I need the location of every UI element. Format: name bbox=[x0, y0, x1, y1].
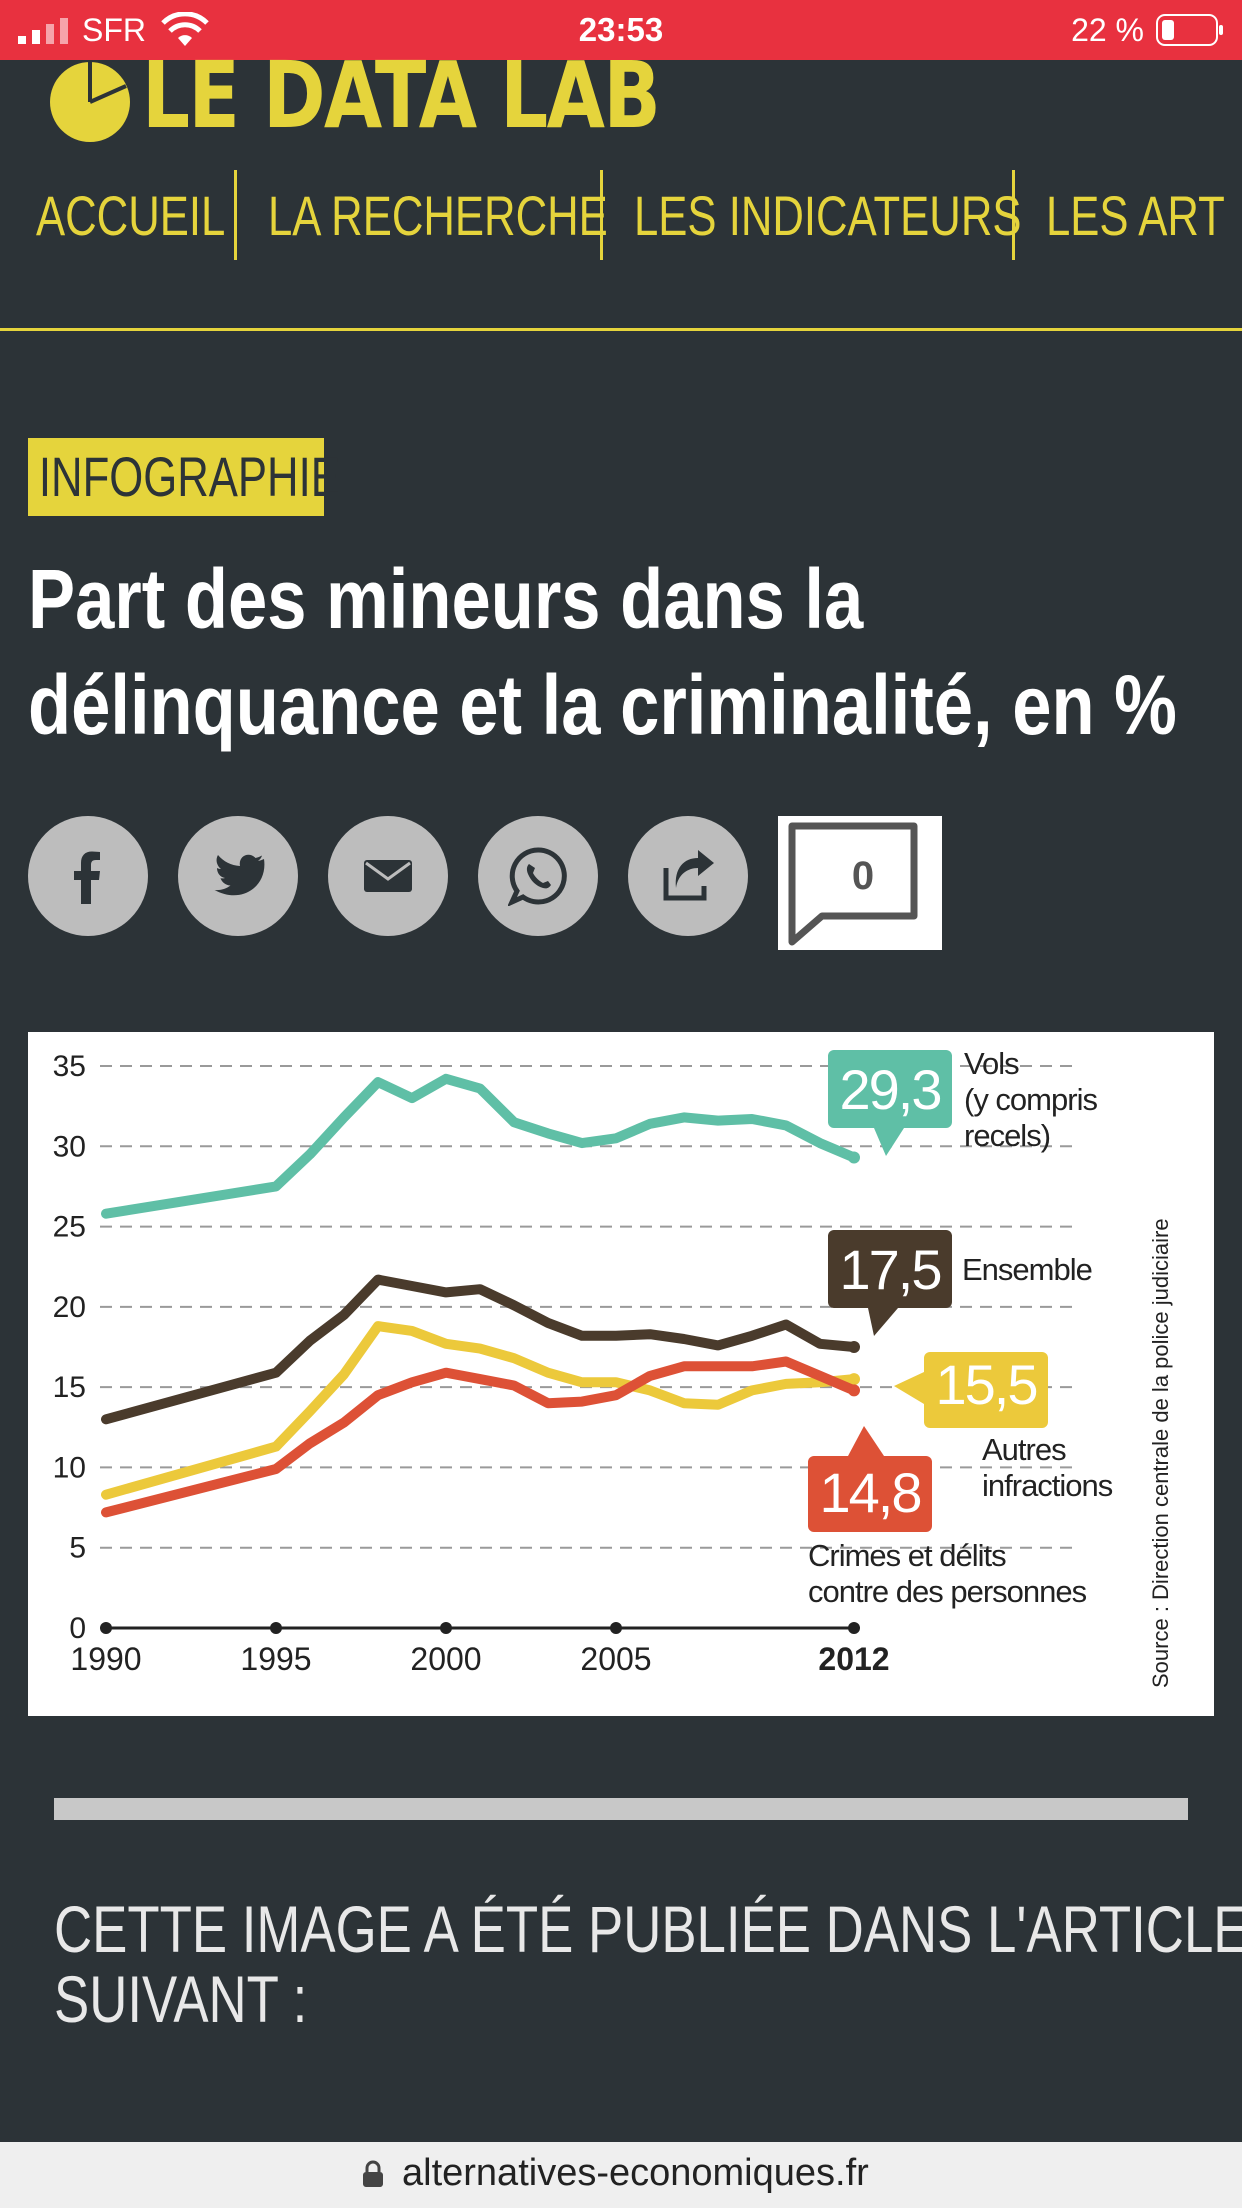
nav-les-indicateurs[interactable]: LES INDICATEURS bbox=[634, 184, 1022, 247]
value-callout-box bbox=[924, 1352, 1048, 1428]
value-callout-label: 15,5 bbox=[936, 1353, 1037, 1416]
infographic-chart: 0 5 10 15 20 25 30 35 1990 1995 2000 2005 2012 29,3 Vo… bbox=[28, 1032, 1214, 1716]
section-divider bbox=[54, 1798, 1188, 1820]
x-tick-label: 2000 bbox=[410, 1641, 481, 1677]
line-chart: 0 5 10 15 20 25 30 35 1990 1995 2000 2005 2012 29,3 Vo… bbox=[53, 1046, 1173, 1688]
series-name-label: Ensemble bbox=[962, 1252, 1092, 1287]
value-callout-label: 17,5 bbox=[840, 1238, 941, 1301]
share-icon bbox=[663, 850, 714, 901]
published-line-1: CETTE IMAGE A ÉTÉ PUBLIÉE DANS L'ARTICLE bbox=[54, 1892, 1242, 1966]
value-callout-box bbox=[808, 1456, 932, 1532]
series-line bbox=[101, 1073, 859, 1219]
nav-la-recherche[interactable]: LA RECHERCHE bbox=[268, 184, 608, 247]
y-tick-label: 5 bbox=[69, 1532, 86, 1565]
series-line bbox=[101, 1356, 859, 1518]
page-title: Part des mineurs dans la délinquance et … bbox=[28, 546, 1208, 758]
value-callout-box bbox=[828, 1050, 952, 1128]
pie-chart-logo-icon[interactable] bbox=[48, 60, 132, 144]
clock: 23:53 bbox=[578, 11, 664, 48]
browser-address-bar[interactable]: alternatives-economiques.fr bbox=[0, 2142, 1242, 2208]
series-line bbox=[101, 1274, 859, 1425]
x-tick-label: 1995 bbox=[240, 1641, 311, 1677]
y-tick-label: 10 bbox=[53, 1451, 86, 1484]
address-url: alternatives-economiques.fr bbox=[402, 2152, 869, 2194]
share-twitter-button[interactable] bbox=[178, 816, 298, 936]
share-whatsapp-button[interactable] bbox=[478, 816, 598, 936]
x-tick-dot bbox=[848, 1622, 860, 1634]
status-bar: SFR 23:53 22 % bbox=[0, 0, 1242, 60]
value-callout-pointer bbox=[894, 1372, 924, 1404]
series-name-label: Vols bbox=[964, 1046, 1019, 1081]
y-tick-label: 30 bbox=[53, 1130, 86, 1163]
series-name-label: contre des personnes bbox=[808, 1574, 1087, 1609]
x-tick-label: 2012 bbox=[818, 1641, 889, 1677]
signal-icon bbox=[18, 18, 68, 44]
title-line-2: délinquance et la criminalité, en % bbox=[28, 658, 1177, 752]
nav-divider bbox=[600, 170, 603, 260]
value-callout-pointer bbox=[874, 1128, 904, 1156]
x-tick-dot bbox=[610, 1622, 622, 1634]
series-endpoint bbox=[848, 1373, 860, 1386]
series-endpoint bbox=[848, 1384, 860, 1397]
category-badge[interactable]: INFOGRAPHIE bbox=[28, 438, 340, 516]
series-line bbox=[101, 1321, 859, 1500]
x-tick-dot bbox=[440, 1622, 452, 1634]
value-callout-label: 29,3 bbox=[840, 1058, 941, 1121]
y-tick-label: 20 bbox=[53, 1291, 86, 1324]
carrier-name: SFR bbox=[82, 12, 146, 48]
site-header: LE DATA LAB ACCUEIL LA RECHERCHE LES IND… bbox=[0, 42, 1242, 331]
share-email-button[interactable] bbox=[328, 816, 448, 936]
value-callout-pointer bbox=[868, 1308, 898, 1336]
series-name-label: (y compris bbox=[964, 1082, 1097, 1117]
series-name-label: Crimes et délits bbox=[808, 1538, 1006, 1573]
category-badge-label: INFOGRAPHIE bbox=[38, 445, 340, 508]
twitter-icon bbox=[214, 854, 265, 896]
facebook-icon bbox=[74, 851, 100, 904]
nav-les-articles[interactable]: LES ART bbox=[1046, 184, 1225, 247]
comment-count: 0 bbox=[851, 854, 875, 898]
y-tick-label: 25 bbox=[53, 1211, 86, 1244]
battery-percent: 22 % bbox=[1071, 12, 1144, 48]
battery-icon bbox=[1156, 14, 1223, 46]
series-endpoint bbox=[848, 1341, 860, 1353]
x-tick-dot bbox=[100, 1622, 112, 1634]
whatsapp-icon bbox=[508, 847, 567, 906]
x-tick-label: 2005 bbox=[580, 1641, 651, 1677]
series-name-label: recels) bbox=[964, 1118, 1050, 1153]
published-line-2: SUIVANT : bbox=[54, 1962, 308, 2036]
site-logo[interactable]: LE DATA LAB bbox=[142, 42, 661, 149]
nav-divider bbox=[1012, 170, 1015, 260]
published-in-heading: CETTE IMAGE A ÉTÉ PUBLIÉE DANS L'ARTICLE… bbox=[54, 1892, 1242, 2036]
y-tick-label: 35 bbox=[53, 1050, 86, 1083]
series-name-label: infractions bbox=[982, 1468, 1113, 1503]
lock-icon bbox=[363, 2160, 383, 2187]
share-button[interactable] bbox=[628, 816, 748, 936]
value-callout-box bbox=[828, 1230, 952, 1308]
wifi-icon bbox=[161, 12, 209, 46]
nav-divider bbox=[234, 170, 237, 260]
x-tick-dot bbox=[270, 1622, 282, 1634]
comment-bubble-icon bbox=[788, 822, 918, 946]
title-line-1: Part des mineurs dans la bbox=[28, 552, 864, 646]
mail-icon bbox=[364, 860, 412, 892]
share-facebook-button[interactable] bbox=[28, 816, 148, 936]
series-name-label: Autres bbox=[982, 1432, 1066, 1467]
y-tick-label: 0 bbox=[69, 1612, 86, 1645]
x-tick-label: 1990 bbox=[70, 1641, 141, 1677]
y-tick-label: 15 bbox=[53, 1371, 86, 1404]
value-callout-label: 14,8 bbox=[820, 1461, 921, 1524]
series-endpoint bbox=[848, 1151, 860, 1164]
nav-accueil[interactable]: ACCUEIL bbox=[36, 184, 226, 247]
value-callout-pointer bbox=[848, 1426, 884, 1456]
comments-button[interactable]: 0 bbox=[778, 816, 942, 950]
chart-source: Source : Direction centrale de la police… bbox=[1148, 1218, 1173, 1688]
